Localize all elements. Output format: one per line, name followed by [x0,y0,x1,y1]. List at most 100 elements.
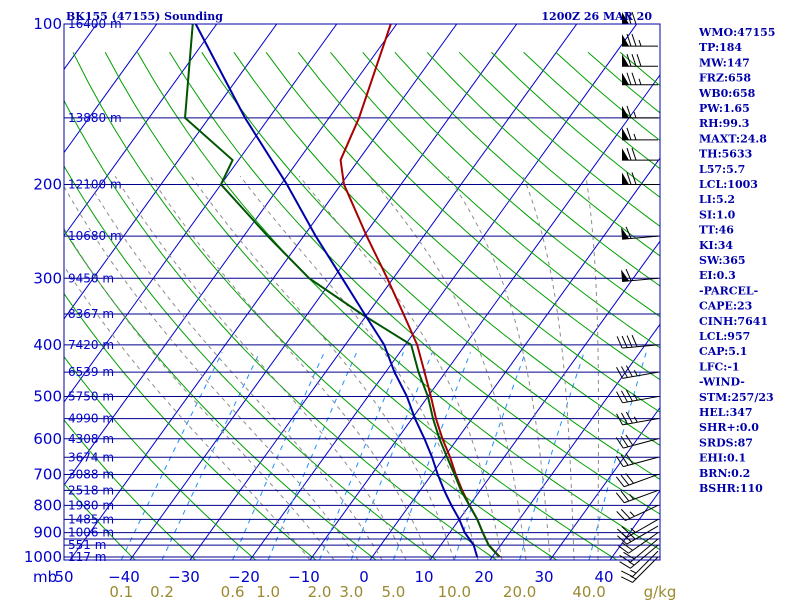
index-line: LCL:1003 [699,178,758,191]
isotherm-line [69,24,458,560]
mixing-ratio-line [120,352,223,560]
wind-barb-flag [631,172,637,185]
wind-barb [617,518,659,538]
moist-adiabat-line [64,265,311,560]
index-line: CINH:7641 [699,315,768,328]
dry-adiabat-line [104,52,618,560]
wind-barb-flag [616,367,623,379]
mixing-ratio-tick-label: 1.0 [256,583,280,600]
mixing-ratio-line [519,352,585,560]
index-line: MAXT:24.8 [699,132,767,145]
wind-barb [621,268,659,282]
dry-adiabat-line [64,292,317,560]
wind-barb-shaft [628,532,659,554]
dry-adiabat-line [169,52,660,515]
index-line: KI:34 [699,239,733,252]
station-title: BK155 (47155) Sounding [66,10,223,23]
isotherm-line [189,24,578,560]
height-label: 551 m [68,538,106,552]
temperature-tick-label: −10 [288,568,320,586]
moist-adiabat-line [585,176,599,560]
temperature-tick-label: 30 [534,568,553,586]
wind-barb-flag [636,54,642,67]
wind-barb [619,538,659,563]
wind-barb-shaft [630,544,659,569]
wind-barb-flag [623,551,635,560]
mixing-ratio-unit-label: g/kg [644,583,677,600]
index-line: PW:1.65 [699,102,750,115]
dry-adiabat-line [297,51,660,381]
wind-barb [615,489,659,504]
wind-barb-shaft [622,418,659,426]
wind-barb-flag [621,390,628,403]
wind-barb-flag [618,545,629,554]
pressure-tick-label: 800 [33,496,62,514]
dry-adiabat-line [64,99,497,560]
wind-barb-flag [620,508,631,519]
mixing-ratio-tick-label: 40.0 [572,583,605,600]
index-line: BSHR:110 [699,482,763,495]
wind-barb-shaft [624,489,659,504]
isotherm-line [369,157,660,560]
mixing-ratio-tick-label: 3.0 [339,583,363,600]
wind-barb [616,334,659,349]
mixing-ratio-line [161,352,261,560]
index-line: TT:46 [699,224,734,237]
wind-barb-flag [622,542,633,551]
sounding-traces [183,24,501,558]
wind-barb-flag [616,413,623,426]
wind-barb-flag [621,335,628,348]
wind-barbs [615,11,659,583]
pressure-tick-label: 500 [33,388,62,406]
temperature-tick-label: −30 [168,568,200,586]
wind-barb-half-flag [630,527,636,533]
moist-adiabat-line [447,175,551,560]
wind-barb-shaft [622,396,659,404]
pressure-tick-label: 400 [33,336,62,354]
moist-adiabat-line [64,185,359,560]
diagram-grid [64,24,660,560]
wind-barb-flag [616,511,626,521]
wind-barb-flag [625,365,633,377]
height-label: 2518 m [68,483,114,497]
isotherm-line [64,24,158,154]
wind-barb-flag [631,334,638,347]
indices-panel: WMO:47155 TP:184 MW:147 FRZ:658 WB0:658 PW:1.… [698,26,775,495]
wind-barb-pennant [621,227,630,240]
wind-barb-flag [626,127,632,141]
isotherm-line [249,24,638,560]
wind-barb [615,473,659,488]
index-line: TH:5633 [699,148,752,161]
mixing-ratio-tick-label: 0.1 [109,583,133,600]
index-line: L57:5.7 [699,163,745,176]
height-label: 7420 m [68,338,114,352]
pressure-tick-label: 700 [33,465,62,483]
wind-barb-shaft [625,504,659,522]
wind-barb-half-flag [630,534,636,540]
wind-barb-flag [631,147,637,161]
wind-barb-half-flag [638,39,642,47]
wind-barb-flag [616,336,623,349]
wind-barb-flag [620,474,630,486]
temperature-tick-label: −20 [228,568,260,586]
wind-barb-flag [620,490,630,502]
dry-adiabat-line [64,355,256,560]
index-line: CAPE:23 [699,300,752,313]
wind-barb-pennant [622,127,629,140]
moist-adiabat-line [298,175,503,560]
temperature-tick-label: 10 [414,568,433,586]
wind-barb-flag [625,473,634,484]
isotherm-line [549,406,660,560]
temperature-tick-label: −40 [108,568,140,586]
wind-barb-flag [625,453,634,465]
mixing-ratio-tick-label: 20.0 [503,583,536,600]
moist-adiabat-line [190,175,455,560]
wind-barb [622,105,658,119]
wind-barb-pennant [622,54,629,67]
index-line: FRZ:658 [699,72,751,85]
wind-barb-shaft [626,518,659,538]
index-line: WMO:47155 [698,26,775,39]
wind-barb-shaft [624,473,659,488]
wind-barb-pennant [622,12,629,24]
